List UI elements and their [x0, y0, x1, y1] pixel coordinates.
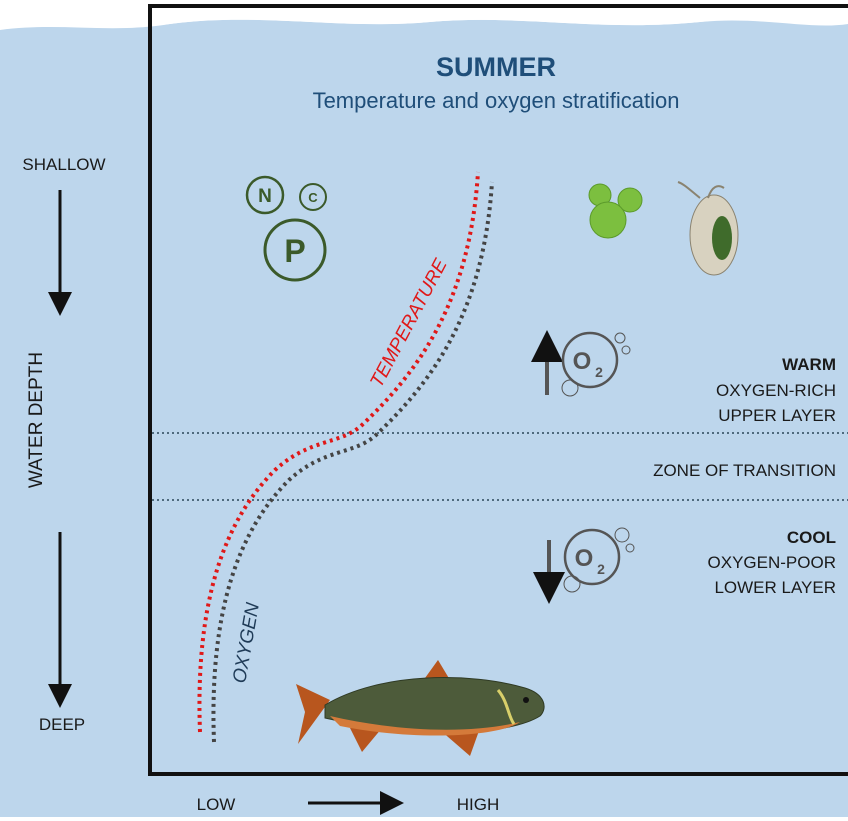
o2-symbol: O [573, 348, 592, 375]
lower-oxygen: OXYGEN-POOR [708, 553, 836, 572]
lower-layer: LOWER LAYER [714, 578, 836, 597]
shallow-label: SHALLOW [22, 155, 105, 174]
title: SUMMER [436, 52, 556, 82]
diagram: SUMMER Temperature and oxygen stratifica… [0, 0, 848, 817]
nutrient-c: C [308, 190, 318, 205]
upper-oxygen: OXYGEN-RICH [716, 381, 836, 400]
page: { "header": {"title": "SUMMER", "subtitl… [0, 0, 848, 817]
o2-symbol: O [575, 545, 594, 572]
deep-label: DEEP [39, 715, 85, 734]
lower-temp: COOL [787, 528, 836, 547]
low-label: LOW [197, 795, 236, 814]
nutrient-n: N [258, 186, 272, 207]
high-label: HIGH [457, 795, 500, 814]
nutrient-p: P [284, 233, 305, 269]
transition-label: ZONE OF TRANSITION [653, 461, 836, 480]
subtitle: Temperature and oxygen stratification [313, 88, 680, 113]
depth-label: WATER DEPTH [26, 352, 47, 488]
o2-subscript: 2 [597, 561, 605, 577]
upper-temp: WARM [782, 355, 836, 374]
upper-layer: UPPER LAYER [718, 406, 836, 425]
o2-subscript: 2 [595, 364, 603, 380]
